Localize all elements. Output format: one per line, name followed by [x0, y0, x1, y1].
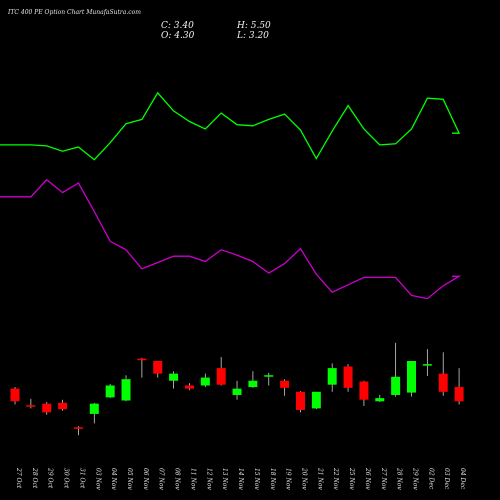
x-tick-label: 04 Dec [459, 468, 466, 490]
candle-body [391, 376, 401, 395]
candle-body [295, 391, 305, 410]
green-line [0, 91, 461, 161]
candle-body [422, 364, 432, 366]
candles [10, 342, 464, 436]
candle-body [375, 398, 385, 402]
x-tick-label: 18 Nov [269, 468, 276, 490]
x-tick-label: 30 Oct [63, 468, 70, 489]
x-tick-label: 27 Oct [15, 467, 22, 489]
indicator-lines [0, 91, 462, 300]
candle-body [280, 380, 290, 388]
x-tick-label: 13 Nov [221, 468, 228, 490]
magenta-line [0, 178, 462, 300]
candle-body [58, 402, 68, 410]
candle-body [311, 391, 321, 409]
x-tick-label: 08 Nov [174, 468, 181, 490]
x-tick-label: 15 Nov [253, 468, 260, 490]
x-tick-label: 07 Nov [158, 468, 165, 490]
candle-body [327, 368, 337, 385]
x-tick-label: 31 Oct [78, 468, 85, 489]
candle-body [200, 377, 210, 386]
candle-body [407, 360, 416, 393]
chart-title: ITC 400 PE Option Chart MunafaSutra.com [8, 9, 141, 16]
candle-body [42, 403, 52, 413]
x-tick-label: 26 Nov [364, 467, 371, 490]
candle-body [343, 366, 353, 388]
x-tick-label: 11 Nov [189, 468, 196, 490]
x-tick-label: 04 Nov [110, 468, 117, 490]
x-tick-label: 29 Oct [47, 467, 54, 489]
candle-body [216, 368, 226, 385]
candle-body [248, 380, 258, 388]
x-tick-label: 06 Nov [142, 468, 149, 490]
x-tick-label: 20 Nov [300, 467, 307, 490]
candle-body [121, 379, 131, 401]
candle-body [359, 381, 369, 400]
x-tick-label: 14 Nov [237, 468, 244, 490]
candle-body [10, 388, 20, 402]
x-tick-label: 21 Nov [316, 467, 323, 490]
candle-body [232, 388, 242, 395]
candle-body [264, 375, 274, 377]
x-tick-label: 12 Nov [205, 468, 212, 490]
low-readout: L: 3.20 [237, 31, 269, 41]
candle-body [105, 385, 115, 398]
x-axis-labels: 27 Oct 28 Oct 29 Oct 30 Oct 31 Oct 03 Nov 04 N… [15, 467, 466, 490]
x-tick-label: 03 Dec [443, 468, 450, 490]
x-tick-label: 03 Nov [94, 468, 101, 490]
high-readout: H: 5.50 [237, 21, 271, 31]
candle-body [137, 358, 147, 361]
x-tick-label: 25 Nov [348, 467, 355, 490]
x-tick-label: 22 Nov [332, 467, 339, 490]
x-tick-label: 28 Oct [31, 467, 38, 489]
x-tick-label: 29 Nov [412, 467, 419, 490]
candle-body [454, 387, 464, 402]
candle-body [26, 405, 36, 407]
candle-body [89, 403, 99, 414]
close-readout: C: 3.40 [161, 21, 194, 31]
candle-body [73, 427, 83, 429]
candle-body [153, 360, 163, 374]
open-readout: O: 4.30 [161, 31, 195, 41]
x-tick-label: 27 Nov [380, 467, 387, 490]
candle-body [438, 373, 448, 392]
candle-body [169, 373, 179, 381]
x-tick-label: 02 Dec [427, 468, 434, 490]
x-tick-label: 05 Nov [126, 468, 133, 490]
x-tick-label: 19 Nov [285, 468, 292, 490]
x-tick-label: 28 Nov [396, 467, 403, 490]
candle-body [184, 385, 194, 389]
